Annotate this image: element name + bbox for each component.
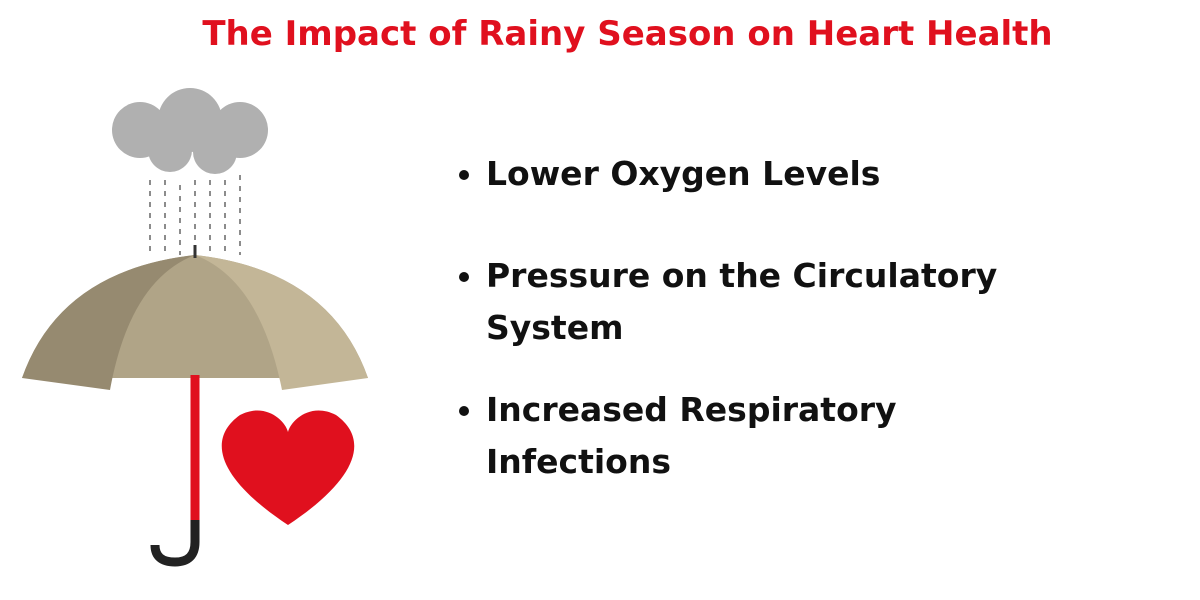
bullet-item: Pressure on the Circulatory System [486, 250, 1046, 354]
bullet-item: Increased Respiratory Infections [486, 384, 1046, 488]
title: The Impact of Rainy Season on Heart Heal… [202, 14, 1053, 54]
illustration [22, 88, 368, 567]
bullet-item: Lower Oxygen Levels [486, 148, 1046, 200]
bullet-list: Lower Oxygen Levels Pressure on the Circ… [448, 148, 1046, 518]
